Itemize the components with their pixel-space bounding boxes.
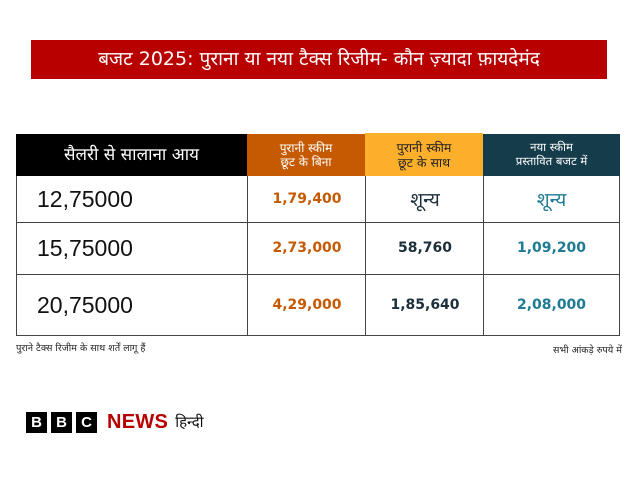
header-line2: छूट के साथ — [397, 154, 451, 170]
old-with-cell: 1,85,640 — [390, 297, 460, 313]
logo-letter-c: C — [76, 411, 97, 433]
header-line1: नया स्कीम — [530, 140, 573, 155]
logo-language: हिन्दी — [175, 413, 204, 431]
header-line2: प्रस्तावित बजट में — [515, 154, 588, 168]
tax-comparison-table: सैलरी से सालाना आय पुरानी स्कीम छूट के ब… — [16, 133, 620, 336]
new-scheme-cell: 2,08,000 — [516, 297, 587, 313]
bbc-news-hindi-logo: B B C NEWS हिन्दी — [26, 411, 204, 433]
column-divider — [483, 176, 484, 335]
table-row: 15,75000 2,73,000 58,760 1,09,200 — [17, 222, 619, 275]
logo-letter-b: B — [51, 411, 72, 433]
header-old-without-exemption: पुरानी स्कीम छूट के बिना — [247, 134, 365, 176]
footnote-currency: सभी आंकड़े रुपये में — [553, 345, 622, 356]
header-income: सैलरी से सालाना आय — [16, 134, 247, 176]
old-without-cell: 4,29,000 — [272, 297, 342, 313]
income-cell: 20,75000 — [37, 291, 133, 318]
header-new-scheme: नया स्कीम प्रस्तावित बजट में — [483, 134, 620, 176]
new-scheme-cell: 1,09,200 — [516, 240, 587, 256]
footnote-conditions: पुराने टैक्स रिजीम के साथ शर्तें लागू है… — [16, 343, 146, 354]
new-scheme-cell: शून्य — [536, 189, 567, 211]
income-cell: 15,75000 — [37, 234, 133, 261]
header-line1: पुरानी स्कीम — [279, 140, 333, 155]
table-row: 12,75000 1,79,400 शून्य शून्य — [17, 176, 619, 223]
old-without-cell: 2,73,000 — [272, 240, 342, 256]
old-without-cell: 1,79,400 — [272, 191, 342, 207]
income-cell: 12,75000 — [37, 185, 133, 212]
header-income-label: सैलरी से सालाना आय — [64, 144, 199, 165]
header-line1: पुरानी स्कीम — [396, 139, 452, 155]
logo-letter-b: B — [26, 411, 47, 433]
header-line2: छूट के बिना — [280, 155, 332, 169]
header-old-with-exemption: पुरानी स्कीम छूट के साथ — [365, 133, 483, 176]
column-divider — [365, 176, 366, 335]
logo-news: NEWS — [107, 410, 169, 433]
old-with-cell: शून्य — [410, 189, 440, 211]
table-body: 12,75000 1,79,400 शून्य शून्य 15,75000 2… — [16, 176, 620, 336]
column-divider — [247, 176, 248, 335]
page-title: बजट 2025: पुराना या नया टैक्स रिजीम- कौन… — [31, 40, 607, 79]
old-with-cell: 58,760 — [397, 240, 453, 256]
table-row: 20,75000 4,29,000 1,85,640 2,08,000 — [17, 274, 619, 336]
